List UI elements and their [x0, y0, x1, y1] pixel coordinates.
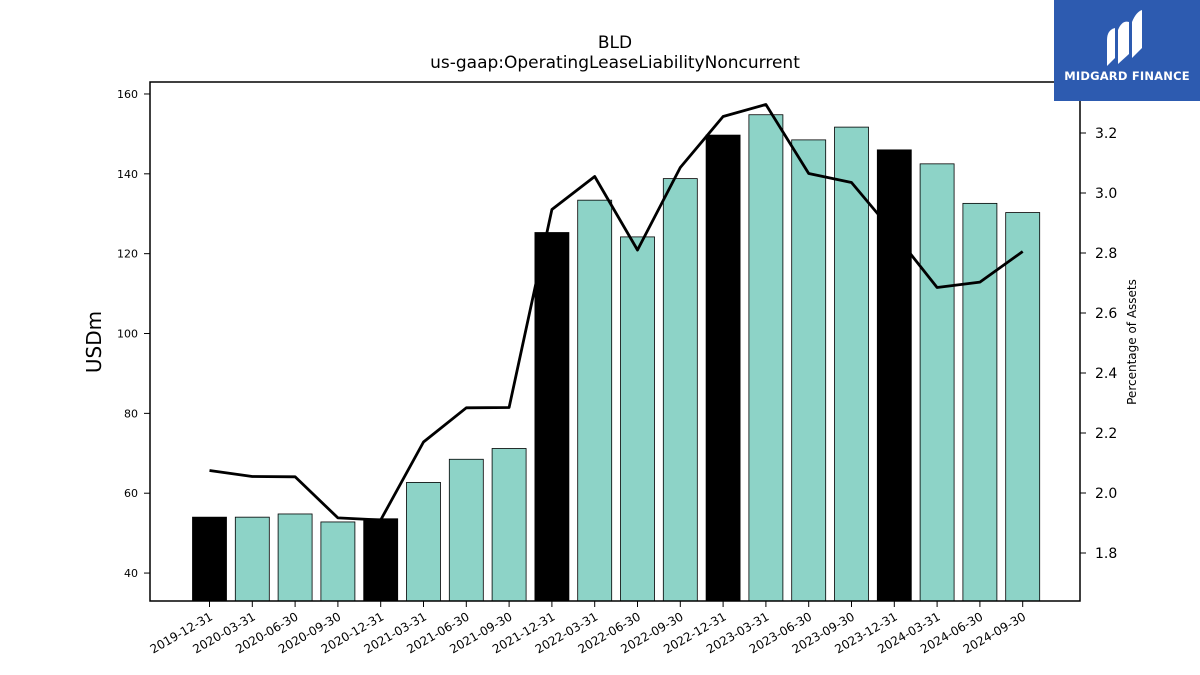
y2-axis-label: Percentage of Assets — [1125, 279, 1139, 405]
y-tick-label: 80 — [124, 407, 138, 420]
midgard-logo-icon — [1107, 10, 1142, 66]
bar-2023-09-30 — [834, 126, 869, 602]
bars-group — [192, 114, 1041, 602]
y-tick-label: 60 — [124, 487, 138, 500]
y2-tick-label: 2.0 — [1095, 486, 1117, 502]
y-axis: 40 60 80 100 120 140 160 — [117, 88, 150, 580]
bar-2024-06-30 — [962, 202, 998, 602]
y2-tick-label: 2.8 — [1095, 246, 1117, 262]
bar-2020-12-31 — [363, 518, 399, 602]
plot-frame — [149, 81, 1081, 602]
y2-tick-label: 2.4 — [1095, 366, 1117, 382]
bar-2024-03-31 — [919, 163, 955, 602]
y2-tick-label: 1.8 — [1095, 546, 1117, 562]
bar-2023-03-31 — [748, 114, 784, 602]
bar-2023-12-31 — [876, 149, 912, 602]
percentage-line — [209, 103, 1024, 522]
bar-2022-03-31 — [577, 199, 613, 602]
x-axis: 2019-12-312020-03-312020-06-302020-09-30… — [148, 601, 1028, 656]
bar-2022-12-31 — [705, 134, 741, 602]
y-tick-label: 120 — [117, 248, 138, 261]
chart-title: BLD — [598, 33, 632, 53]
bar-2021-06-30 — [448, 458, 484, 602]
y-tick-label: 140 — [117, 168, 138, 181]
y2-tick-label: 2.2 — [1095, 426, 1117, 442]
logo-text: MIDGARD FINANCE — [1064, 69, 1190, 83]
bar-2021-09-30 — [491, 448, 527, 602]
y-tick-label: 100 — [117, 328, 138, 341]
bar-2021-12-31 — [534, 232, 570, 602]
bar-2020-06-30 — [277, 513, 313, 602]
y-tick-label: 40 — [124, 567, 138, 580]
bar-2019-12-31 — [192, 516, 227, 602]
y-axis-label: USDm — [82, 311, 106, 373]
bar-2022-06-30 — [620, 236, 655, 602]
bar-2022-09-30 — [662, 178, 698, 602]
bar-2020-09-30 — [320, 521, 356, 602]
y2-tick-label: 3.2 — [1095, 126, 1117, 142]
bar-2024-09-30 — [1005, 212, 1041, 602]
bar-2023-06-30 — [791, 139, 827, 602]
y-tick-label: 160 — [117, 88, 138, 101]
y2-tick-label: 2.6 — [1095, 306, 1117, 322]
line-group — [209, 103, 1024, 522]
midgard-finance-logo: MIDGARD FINANCE — [1054, 0, 1200, 101]
chart-subtitle: us-gaap:OperatingLeaseLiabilityNoncurren… — [430, 53, 800, 73]
y2-tick-label: 3.0 — [1095, 186, 1117, 202]
y2-axis: 1.8 2.0 2.2 2.4 2.6 2.8 3.0 3.2 — [1080, 126, 1117, 562]
bar-2020-03-31 — [234, 516, 270, 602]
bar-2021-03-31 — [406, 482, 441, 602]
